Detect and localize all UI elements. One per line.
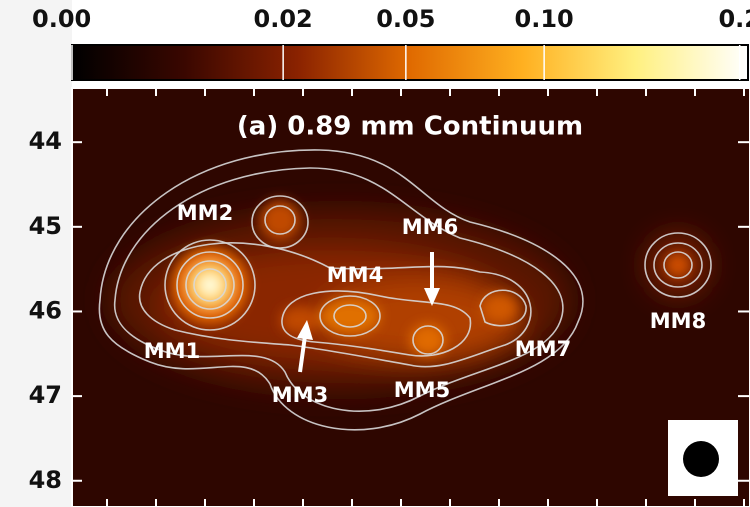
source-label: MM2 <box>177 201 233 225</box>
colorbar-tick-label: 0.05 <box>376 5 435 33</box>
colorbar <box>72 45 748 80</box>
page-margin <box>0 0 72 507</box>
image <box>72 88 750 507</box>
colorbar-tick-label: 0.02 <box>254 5 313 33</box>
y-tick-label: 45 <box>29 212 62 240</box>
source-label: MM5 <box>394 378 450 402</box>
chart-title: (a) 0.89 mm Continuum <box>237 112 583 142</box>
source-label: MM7 <box>515 337 571 361</box>
y-tick-label: 47 <box>29 381 62 409</box>
chart: (a) 0.89 mm Continuum 0.00 0.02 0.05 0.10 0.… <box>0 0 750 507</box>
y-tick-label: 46 <box>29 296 62 324</box>
colorbar-tick-label: 0.10 <box>515 5 574 33</box>
colorbar-tick-label: 0.00 <box>32 5 91 33</box>
y-tick-label: 48 <box>29 466 62 494</box>
beam <box>668 420 738 496</box>
source-label: MM6 <box>402 215 458 239</box>
y-tick-label: 44 <box>29 127 62 155</box>
source-label: MM1 <box>144 339 200 363</box>
source-label: MM3 <box>272 383 328 407</box>
colorbar-tick-label: 0.2 <box>718 5 750 33</box>
source-label: MM8 <box>650 309 706 333</box>
source-label: MM4 <box>327 263 383 287</box>
